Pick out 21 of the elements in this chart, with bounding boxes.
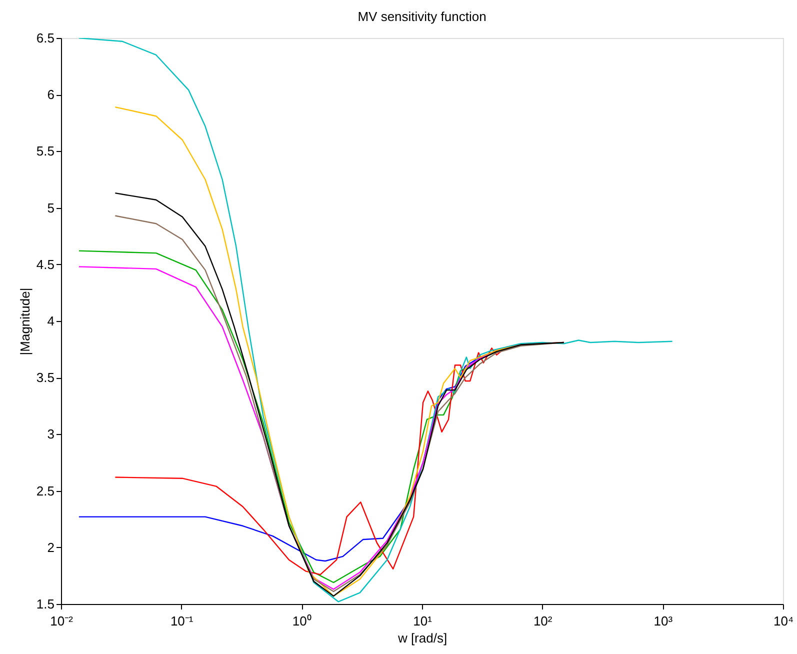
y-tick-label: 6 xyxy=(47,87,54,102)
x-tick-label: 10³ xyxy=(654,614,674,628)
y-axis-title: |Magnitude| xyxy=(17,288,32,356)
x-tick-label: 10¹ xyxy=(413,614,433,628)
y-tick-label: 3.5 xyxy=(36,370,54,386)
y-tick-label: 3 xyxy=(47,426,54,442)
x-tick-label: 10⁻¹ xyxy=(170,614,194,628)
y-tick-label: 1.5 xyxy=(36,596,54,612)
y-tick-label: 6.5 xyxy=(36,30,54,46)
chart-title: MV sensitivity function xyxy=(358,9,486,24)
y-tick-label: 5.5 xyxy=(36,144,54,159)
y-tick-label: 5 xyxy=(47,200,54,216)
x-tick-label: 10⁰ xyxy=(292,614,312,628)
x-axis-title: w [rad/s] xyxy=(396,630,448,646)
x-tick-label: 10² xyxy=(533,614,553,628)
y-tick-label: 2 xyxy=(47,540,54,555)
y-tick-label: 2.5 xyxy=(36,483,54,498)
y-tick-label: 4.5 xyxy=(36,256,54,272)
x-tick-label: 10⁴ xyxy=(773,614,794,628)
x-tick-label: 10⁻² xyxy=(50,614,74,628)
y-tick-label: 4 xyxy=(47,314,54,328)
